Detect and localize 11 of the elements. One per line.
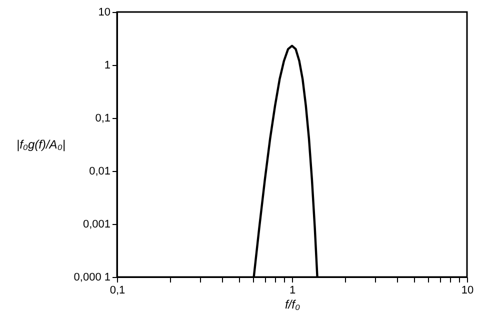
y-tick-label: 1 xyxy=(104,60,110,72)
x-tick-label: 1 xyxy=(289,284,296,296)
y-tick-label: 0,001 xyxy=(82,218,110,230)
y-tick-label: 0,1 xyxy=(95,112,110,124)
y-tick-label: 0,000 1 xyxy=(74,272,110,284)
y-axis-title: |f₀g(f)/A₀| xyxy=(16,138,66,152)
x-axis-title: f/f₀ xyxy=(284,298,300,312)
y-tick-label: 0,01 xyxy=(89,166,110,178)
x-tick-label: 0,1 xyxy=(110,284,126,296)
x-tick-label: 10 xyxy=(461,284,474,296)
y-tick-label: 10 xyxy=(98,6,110,18)
